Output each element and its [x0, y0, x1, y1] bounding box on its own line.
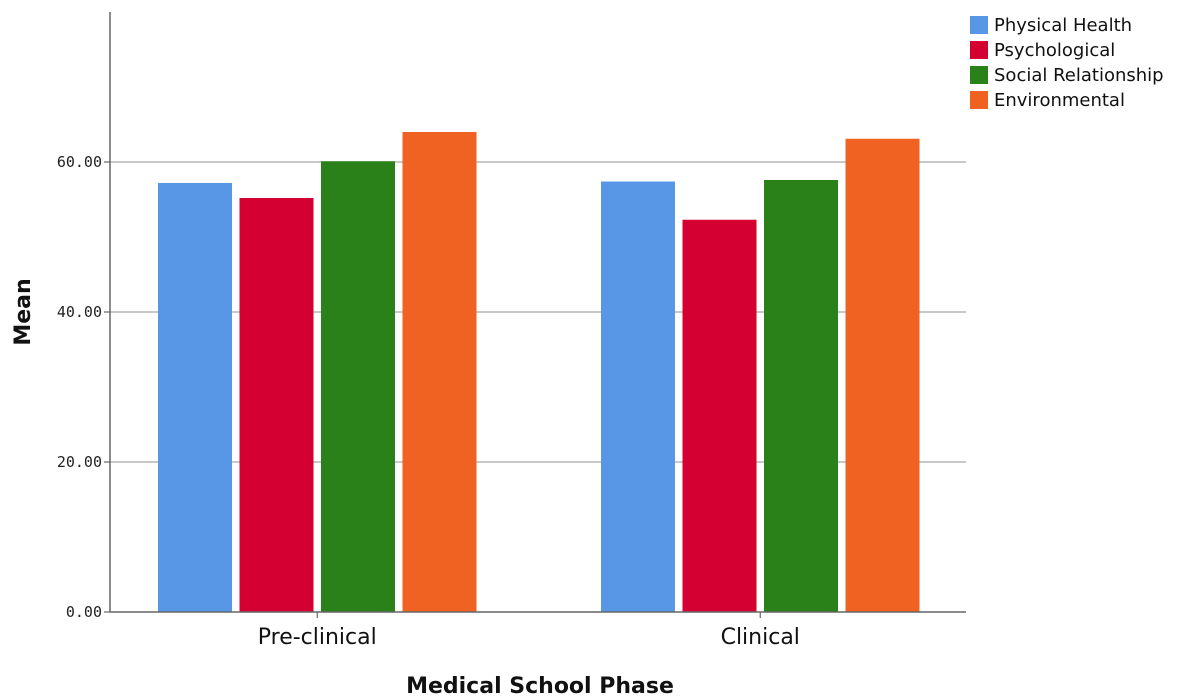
legend-label: Physical Health — [994, 15, 1132, 36]
y-tick-label: 0.00 — [66, 603, 102, 621]
bar-psychological-clinical — [682, 219, 757, 612]
bar-environmental-pre-clinical — [402, 132, 477, 612]
y-axis-title: Mean — [11, 278, 36, 345]
legend-swatch — [970, 41, 988, 59]
x-axis-title: Medical School Phase — [406, 674, 674, 698]
bar-social-relationship-clinical — [764, 180, 838, 612]
bar-physical-health-pre-clinical — [158, 183, 232, 612]
bar-psychological-pre-clinical — [239, 198, 314, 612]
bar-environmental-clinical — [845, 138, 920, 612]
y-tick-labels: 0.00 20.00 40.00 60.00 — [57, 153, 110, 621]
legend: Physical Health Psychological Social Relat… — [970, 15, 1164, 111]
x-category-label: Pre-clinical — [258, 625, 377, 650]
x-category-label: Clinical — [721, 625, 800, 650]
y-tick-label: 40.00 — [57, 303, 102, 321]
y-tick-label: 60.00 — [57, 153, 102, 171]
legend-label: Social Relationship — [994, 65, 1164, 86]
bars — [158, 132, 920, 612]
x-category-labels: Pre-clinical Clinical — [258, 612, 800, 650]
legend-swatch — [970, 16, 988, 34]
y-tick-label: 20.00 — [57, 453, 102, 471]
legend-swatch — [970, 91, 988, 109]
legend-label: Psychological — [994, 40, 1115, 61]
legend-swatch — [970, 66, 988, 84]
bar-social-relationship-pre-clinical — [321, 161, 395, 612]
bar-physical-health-clinical — [601, 181, 675, 612]
legend-label: Environmental — [994, 90, 1125, 111]
